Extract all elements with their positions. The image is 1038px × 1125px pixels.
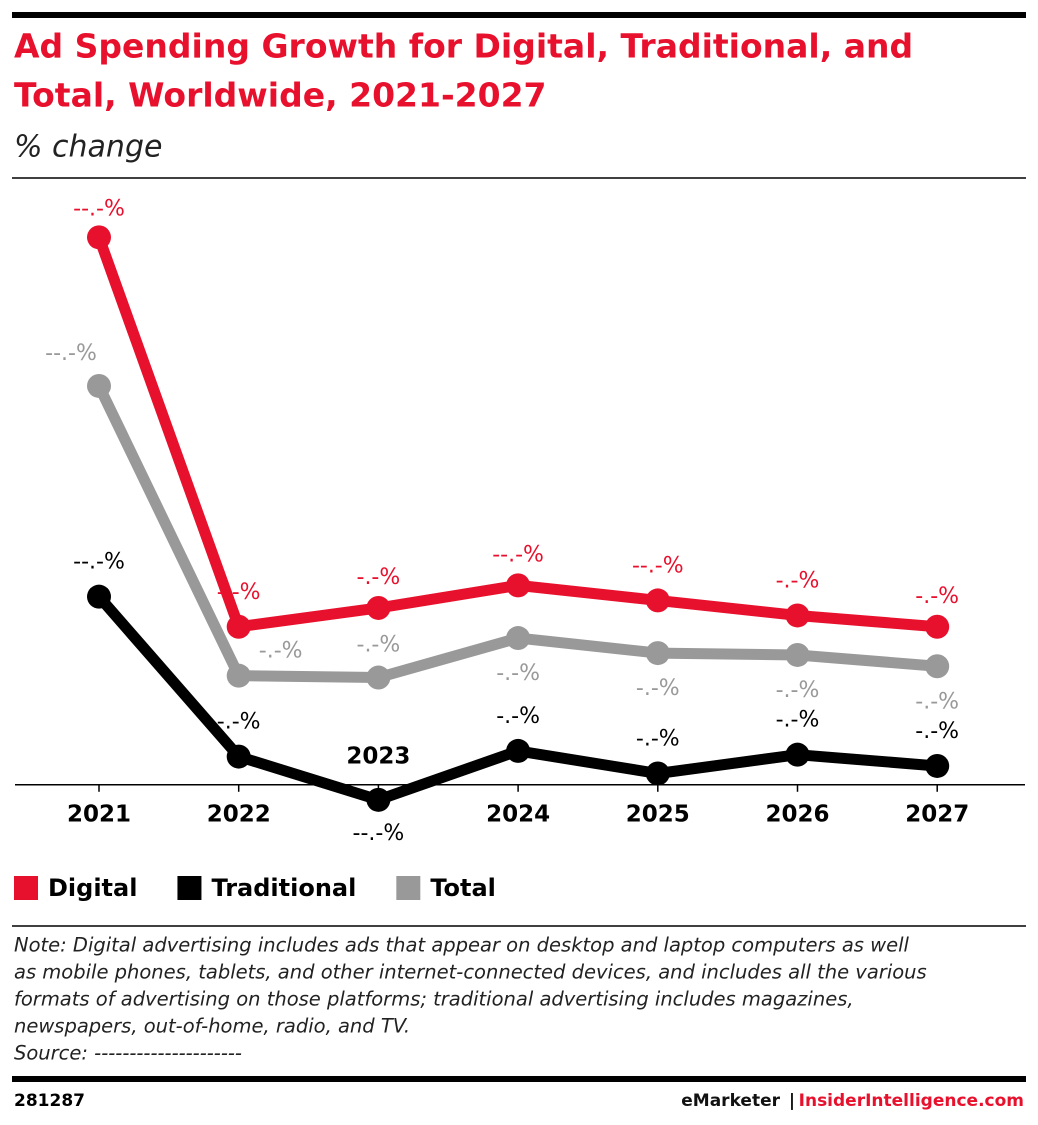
data-point bbox=[366, 595, 391, 620]
data-label: -.-% bbox=[636, 676, 680, 701]
x-tick-label: 2021 bbox=[67, 801, 131, 827]
x-tick-label: 2026 bbox=[765, 801, 829, 827]
data-point bbox=[645, 641, 670, 666]
legend-swatch bbox=[14, 876, 38, 900]
data-label: -.-% bbox=[217, 580, 261, 605]
data-label: -.-% bbox=[357, 565, 401, 590]
data-point bbox=[645, 761, 670, 786]
brand: eMarketer bbox=[681, 1091, 780, 1111]
note: Note: Digital advertising includes ads t… bbox=[14, 934, 910, 957]
x-tick-label: 2022 bbox=[207, 801, 271, 827]
data-label: -.-% bbox=[776, 678, 820, 703]
chart-id: 281287 bbox=[14, 1091, 85, 1111]
top-bar bbox=[12, 12, 1026, 18]
data-point bbox=[87, 373, 111, 398]
legend-swatch bbox=[177, 876, 202, 900]
data-label: -.-% bbox=[357, 633, 401, 658]
data-point bbox=[366, 665, 391, 690]
data-label: --.-% bbox=[45, 341, 97, 366]
note: newspapers, out-of-home, radio, and TV. bbox=[14, 1015, 410, 1038]
data-label: --.-% bbox=[632, 553, 684, 578]
data-label: -.-% bbox=[915, 689, 959, 714]
data-point bbox=[785, 742, 810, 767]
data-point bbox=[87, 225, 111, 250]
x-tick-label: 2023 bbox=[346, 743, 410, 769]
data-point bbox=[785, 603, 810, 628]
data-label: -.-% bbox=[496, 704, 540, 729]
data-label: --.-% bbox=[492, 542, 544, 567]
data-label: -.-% bbox=[217, 710, 261, 735]
data-point bbox=[506, 573, 531, 598]
data-point bbox=[925, 614, 950, 639]
chart-subtitle: % change bbox=[14, 130, 162, 165]
data-label: -.-% bbox=[496, 661, 540, 686]
data-point bbox=[925, 753, 950, 778]
data-label: --.-% bbox=[73, 196, 125, 221]
data-label: -.-% bbox=[259, 639, 303, 664]
source: Source: --------------------- bbox=[14, 1042, 242, 1065]
data-label: --.-% bbox=[353, 821, 405, 846]
x-tick-label: 2027 bbox=[905, 801, 969, 827]
chart-title: Total, Worldwide, 2021-2027 bbox=[14, 76, 547, 115]
data-point bbox=[226, 614, 251, 639]
data-point bbox=[506, 738, 531, 763]
data-point bbox=[925, 654, 950, 679]
data-point bbox=[645, 588, 670, 613]
data-point bbox=[226, 663, 251, 688]
note: formats of advertising on those platform… bbox=[14, 988, 854, 1011]
data-label: -.-% bbox=[915, 719, 959, 744]
x-tick-label: 2025 bbox=[626, 801, 690, 827]
note: as mobile phones, tablets, and other int… bbox=[14, 961, 927, 984]
data-point bbox=[226, 744, 251, 769]
site: InsiderIntelligence.com bbox=[799, 1091, 1024, 1111]
chart-title: Ad Spending Growth for Digital, Traditio… bbox=[14, 27, 913, 66]
x-tick-label: 2024 bbox=[486, 801, 550, 827]
data-label: -.-% bbox=[776, 708, 820, 733]
data-point bbox=[785, 642, 810, 667]
legend-swatch bbox=[396, 876, 421, 900]
legend-label: Digital bbox=[48, 874, 137, 902]
separator: | bbox=[789, 1091, 795, 1111]
data-label: -.-% bbox=[776, 568, 820, 593]
legend-label: Total bbox=[430, 874, 496, 902]
data-point bbox=[87, 584, 111, 609]
data-label: --.-% bbox=[73, 550, 125, 575]
data-label: -.-% bbox=[636, 726, 680, 751]
data-label: -.-% bbox=[915, 584, 959, 609]
data-point bbox=[366, 787, 391, 812]
data-point bbox=[506, 626, 531, 651]
bottom-bar bbox=[12, 1076, 1026, 1082]
legend-label: Traditional bbox=[211, 874, 356, 902]
